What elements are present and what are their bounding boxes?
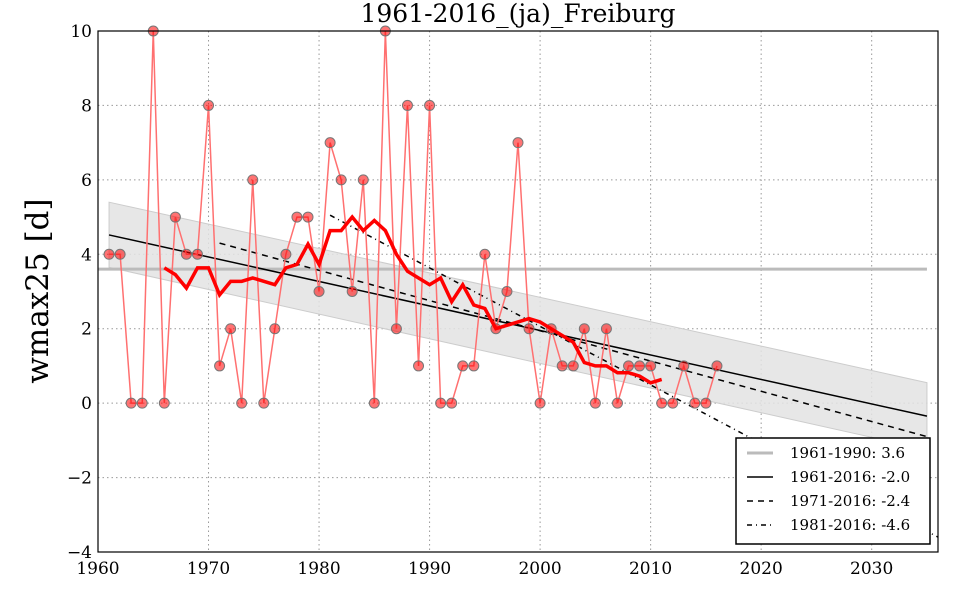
data-point [689, 397, 701, 409]
x-tick-label: 2000 [518, 559, 561, 579]
data-point [225, 323, 237, 335]
data-point [103, 248, 115, 260]
data-point [136, 397, 148, 409]
y-tick-label: 4 [81, 245, 92, 265]
data-point [523, 323, 535, 335]
data-point [169, 211, 181, 223]
trend-line-1981-2016 [329, 214, 939, 538]
data-point [191, 248, 203, 260]
data-point [280, 248, 292, 260]
data-point [711, 360, 723, 372]
trend-line-1971-2016 [219, 242, 928, 438]
data-point [446, 397, 458, 409]
legend-box [735, 437, 931, 545]
data-point [291, 211, 303, 223]
annual-values-line [109, 30, 718, 404]
x-tick-label: 2020 [740, 559, 783, 579]
data-point [424, 99, 436, 111]
x-tick-label: 1990 [408, 559, 451, 579]
data-point [667, 397, 679, 409]
y-tick-label: −2 [67, 469, 92, 489]
plot-frame [97, 30, 939, 553]
legend-label: 1971-2016: -2.4 [790, 492, 910, 510]
data-point [324, 137, 336, 149]
x-tick-label: 2010 [629, 559, 672, 579]
data-point [258, 397, 270, 409]
data-point [214, 360, 226, 372]
data-point [302, 211, 314, 223]
y-tick-label: 0 [81, 394, 92, 414]
running-mean-line [163, 214, 663, 385]
data-point [556, 360, 568, 372]
legend-label: 1961-1990: 3.6 [790, 444, 905, 462]
data-point [600, 323, 612, 335]
chart-title: 1961-2016_(ja)_Freiburg [360, 0, 675, 28]
y-tick-label: 8 [81, 96, 92, 116]
data-point [390, 323, 402, 335]
data-point [567, 360, 579, 372]
legend-label: 1961-2016: -2.0 [790, 468, 910, 486]
legend: 1961-1990: 3.6 1961-2016: -2.0 1971-2016… [735, 437, 931, 545]
data-point [435, 397, 447, 409]
y-tick-label: 2 [81, 320, 92, 340]
data-point [512, 137, 524, 149]
trend-line-1961-2016 [108, 234, 928, 417]
data-point [114, 248, 126, 260]
data-point [269, 323, 281, 335]
y-axis-label: wmax25 [d] [20, 198, 56, 383]
x-tick-label: 1960 [76, 559, 119, 579]
data-point [346, 286, 358, 297]
data-point [335, 174, 347, 186]
x-tick-label: 1970 [187, 559, 230, 579]
data-point [413, 360, 425, 372]
data-point [623, 360, 635, 372]
data-point [180, 248, 192, 260]
data-point [203, 99, 215, 111]
data-point [368, 397, 380, 409]
data-point [247, 174, 259, 186]
y-tick-label: 10 [70, 22, 92, 42]
data-point [313, 286, 325, 297]
data-point [158, 397, 170, 409]
data-point [645, 360, 657, 372]
data-point [700, 397, 712, 409]
data-point [611, 397, 623, 409]
data-point [578, 323, 590, 335]
x-tick-label: 2030 [850, 559, 893, 579]
data-point [534, 397, 546, 409]
legend-label: 1981-2016: -4.6 [790, 516, 910, 534]
data-point [479, 248, 491, 260]
y-tick-label: −4 [67, 543, 92, 563]
data-point [125, 397, 137, 409]
data-point [401, 99, 413, 111]
data-point [678, 360, 690, 372]
data-point [468, 360, 480, 372]
data-point [457, 360, 469, 372]
y-tick-label: 6 [81, 171, 92, 191]
data-point [501, 286, 513, 297]
data-point [634, 360, 646, 372]
data-point [589, 397, 601, 409]
x-tick-label: 1980 [297, 559, 340, 579]
data-point [357, 174, 369, 186]
data-point [236, 397, 248, 409]
data-point [656, 397, 668, 409]
